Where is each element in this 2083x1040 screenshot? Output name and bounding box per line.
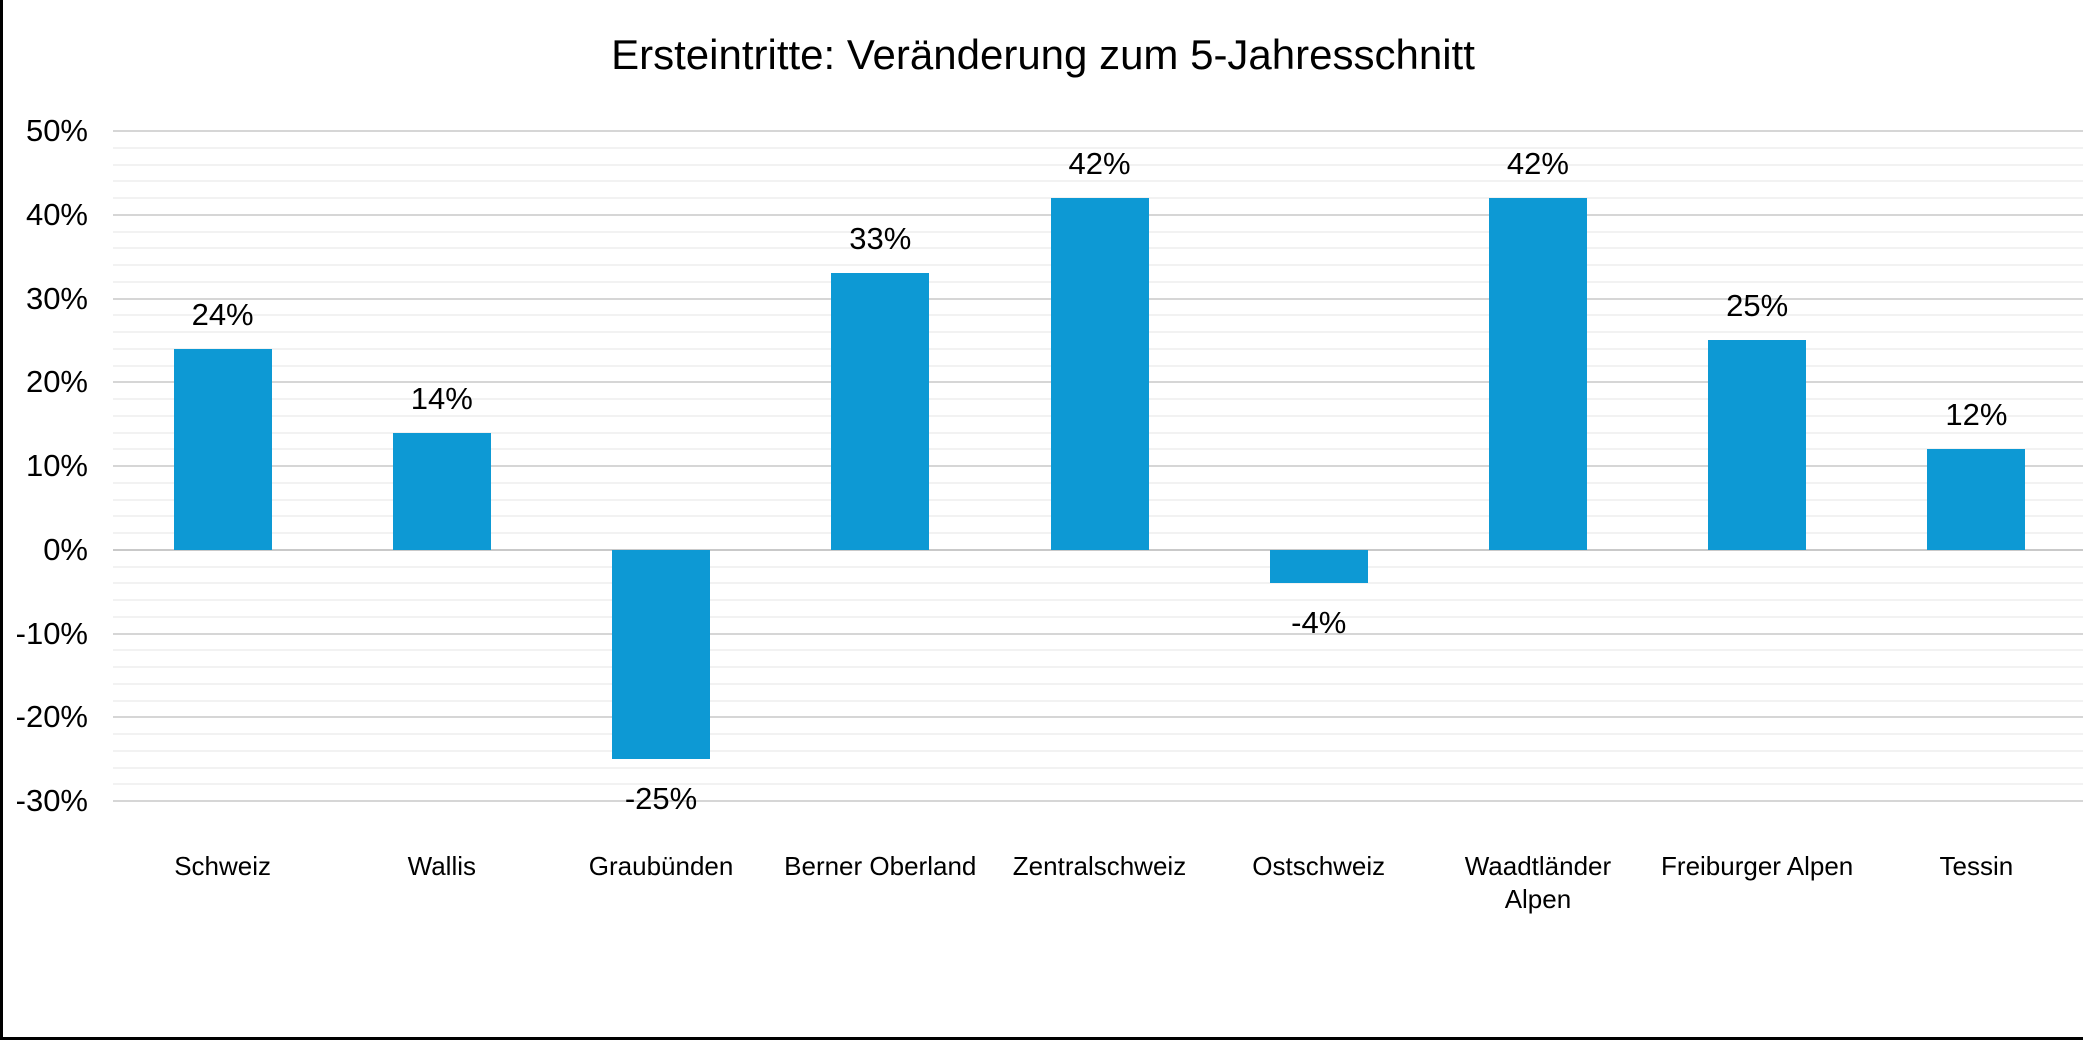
gridline-major	[113, 130, 2083, 132]
bar-value-label: 42%	[1068, 146, 1131, 181]
category-label: Tessin	[1939, 851, 2014, 881]
bar-value-label: 25%	[1726, 288, 1789, 324]
y-axis-tick-label: 50%	[25, 113, 88, 148]
bar-value-label: 42%	[1506, 146, 1569, 181]
bar	[392, 432, 491, 550]
gridline-minor	[113, 180, 2083, 183]
category-label: Graubünden	[588, 851, 734, 881]
category-label: Freiburger Alpen	[1661, 851, 1854, 881]
y-axis-tick-label: -10%	[15, 615, 88, 651]
y-axis-tick-label: 40%	[25, 196, 88, 232]
gridline-minor	[113, 163, 2083, 166]
gridline-major	[113, 716, 2083, 719]
gridline-minor	[113, 146, 2083, 149]
plot-area: 50% 40% 30% 20% 10% 0% -10% -20% -30% 24% Schweiz 1…	[3, 0, 2083, 1037]
gridline-minor	[113, 666, 2083, 668]
bar-value-label: 24%	[191, 296, 254, 332]
y-axis-tick-label: 30%	[25, 280, 88, 316]
category-label: Wallis	[407, 851, 477, 881]
gridline-minor	[113, 699, 2083, 702]
bar-value-label: 14%	[410, 380, 473, 416]
gridline-minor	[113, 749, 2083, 752]
category-label: Waadtländer Alpen	[1464, 851, 1612, 914]
zero-gridline	[113, 548, 2083, 551]
bar-value-label: -25%	[624, 781, 698, 817]
gridline-minor	[113, 615, 2083, 618]
bar	[1269, 549, 1368, 584]
bar	[1050, 198, 1149, 550]
chart-title: Ersteintritte: Veränderung zum 5-Jahress…	[611, 31, 1475, 78]
gridline-minor	[113, 649, 2083, 652]
category-label: Zentralschweiz	[1012, 851, 1187, 881]
bar	[1708, 340, 1807, 550]
bar	[1927, 449, 2026, 550]
gridline-minor	[113, 599, 2083, 601]
gridline-minor	[113, 682, 2083, 685]
y-axis-tick-label: -30%	[15, 783, 88, 818]
gridline-major	[113, 800, 2083, 802]
gridline-minor	[113, 766, 2083, 769]
gridline-minor	[113, 582, 2083, 585]
y-axis-tick-label: 20%	[25, 364, 88, 400]
category-label: Schweiz	[174, 851, 272, 881]
gridline-major	[113, 632, 2083, 635]
y-axis-tick-label: -20%	[15, 699, 88, 735]
category-label: Berner Oberland	[784, 851, 977, 881]
bar-value-label: -4%	[1291, 605, 1347, 641]
gridline-minor	[113, 733, 2083, 735]
bar-value-label: 33%	[849, 221, 912, 257]
bar-value-label: 12%	[1945, 397, 2008, 433]
gridline-minor	[113, 783, 2083, 786]
gridline-minor	[113, 565, 2083, 568]
y-axis-tick-label: 0%	[43, 531, 88, 567]
bar	[1488, 198, 1587, 550]
y-axis-tick-label: 10%	[25, 448, 88, 483]
bar	[173, 348, 272, 550]
bar	[831, 273, 930, 550]
category-label: Ostschweiz	[1252, 851, 1386, 881]
bar	[612, 549, 711, 760]
